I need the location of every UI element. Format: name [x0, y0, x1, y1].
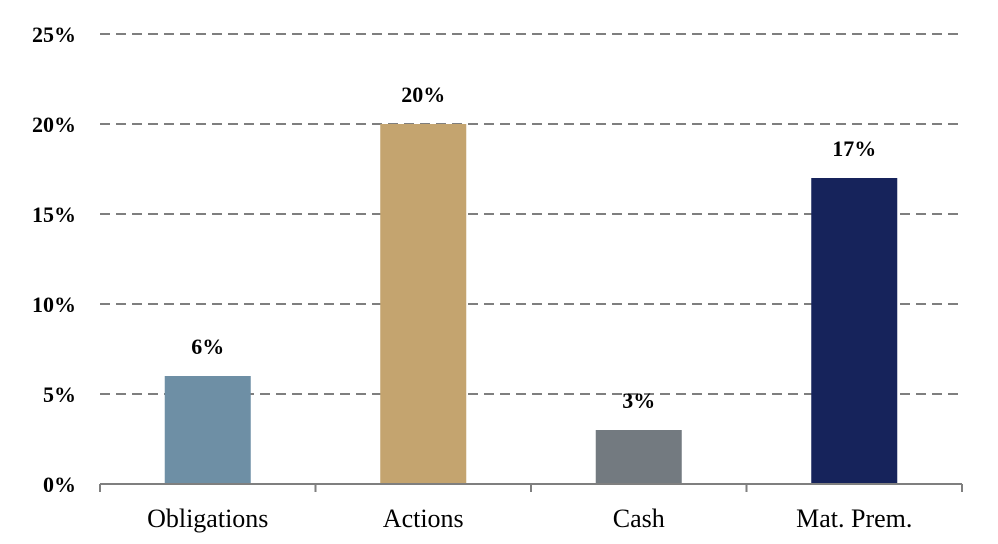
x-axis [99, 483, 963, 492]
data-label-2: 3% [622, 388, 655, 413]
bars [164, 124, 898, 484]
category-label-0: Obligations [147, 504, 268, 533]
y-axis-ticks: 0% 5% 10% 15% 20% 25% [32, 22, 76, 497]
category-label-1: Actions [383, 504, 464, 533]
y-tick-label-1: 5% [43, 382, 76, 407]
data-labels: 6% 20% 3% 17% [191, 82, 876, 413]
data-label-3: 17% [832, 136, 876, 161]
bar-3 [811, 178, 898, 484]
bar-2 [595, 430, 682, 484]
category-labels: Obligations Actions Cash Mat. Prem. [147, 504, 912, 533]
bar-0 [164, 376, 251, 484]
category-label-3: Mat. Prem. [796, 504, 912, 533]
y-tick-label-0: 0% [43, 472, 76, 497]
y-tick-label-2: 10% [32, 292, 76, 317]
data-label-0: 6% [191, 334, 224, 359]
category-label-2: Cash [613, 504, 665, 533]
y-tick-label-5: 25% [32, 22, 76, 47]
data-label-1: 20% [401, 82, 445, 107]
y-tick-label-4: 20% [32, 112, 76, 137]
y-tick-label-3: 15% [32, 202, 76, 227]
bar-1 [380, 124, 467, 484]
